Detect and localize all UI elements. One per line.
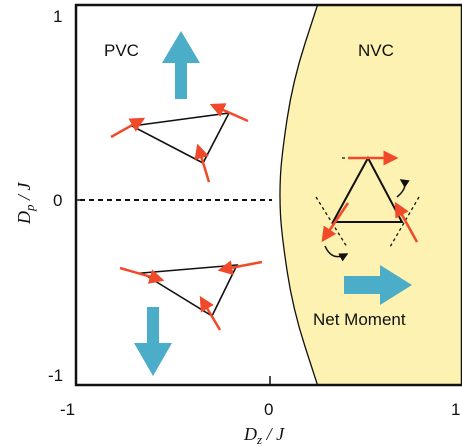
pvc-lower-triangle xyxy=(119,260,263,331)
blue-right-arrow-icon xyxy=(344,265,412,305)
y-tick-label-mid: 0 xyxy=(53,191,62,210)
y-tick-label-top: 1 xyxy=(53,7,62,26)
nvc-triangle xyxy=(315,150,420,262)
x-tick-label-right: 1 xyxy=(451,400,460,419)
blue-up-arrow-icon xyxy=(162,31,200,99)
pvc-label: PVC xyxy=(104,41,139,60)
x-axis-unit: / J xyxy=(262,424,285,444)
x-axis-symbol: D xyxy=(243,424,257,444)
y-axis-label: Dp / J xyxy=(14,181,37,225)
nvc-region xyxy=(279,5,462,385)
x-tick-label-mid: 0 xyxy=(264,400,273,419)
pvc-upper-triangle xyxy=(110,103,249,183)
y-axis-subscript: p xyxy=(22,204,37,212)
y-axis-unit: / J xyxy=(14,181,34,204)
x-axis-subscript: z xyxy=(256,432,262,446)
x-axis-label: Dz / J xyxy=(243,424,285,446)
net-moment-label: Net Moment xyxy=(313,310,406,329)
y-axis-symbol: D xyxy=(14,211,34,225)
y-tick-label-bottom: -1 xyxy=(48,366,63,385)
plot-frame xyxy=(74,3,462,387)
nvc-label: NVC xyxy=(358,41,394,60)
blue-down-arrow-icon xyxy=(134,307,172,376)
x-tick-label-left: -1 xyxy=(60,400,75,419)
